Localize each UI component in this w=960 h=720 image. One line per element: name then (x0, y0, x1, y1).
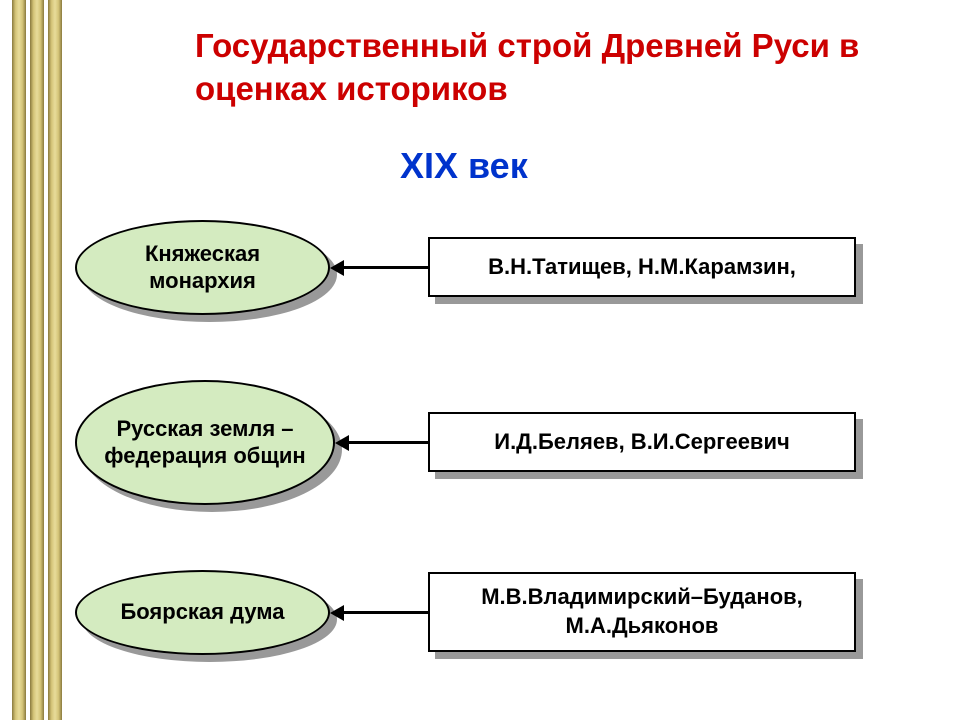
column-stripe (30, 0, 44, 720)
page-title: Государственный строй Древней Руси в оце… (195, 25, 875, 111)
arrow-line (343, 266, 428, 269)
column-stripe (48, 0, 62, 720)
arrow-line (343, 611, 428, 614)
concept-ellipse-2: Русская земля – федерация общин (75, 380, 335, 505)
historians-box-3: М.В.Владимирский–Буданов, М.А.Дьяконов (428, 572, 856, 652)
arrow-head-icon (335, 435, 349, 451)
rect-label: И.Д.Беляев, В.И.Сергеевич (494, 428, 790, 457)
ellipse-label: Боярская дума (120, 599, 284, 625)
arrow-line (348, 441, 428, 444)
historians-box-1: В.Н.Татищев, Н.М.Карамзин, (428, 237, 856, 297)
side-columns-decoration (0, 0, 70, 720)
arrow-head-icon (330, 260, 344, 276)
concept-ellipse-3: Боярская дума (75, 570, 330, 655)
ellipse-label: Княжеская монархия (95, 241, 310, 294)
ellipse-label: Русская земля – федерация общин (95, 416, 315, 469)
rect-label: М.В.Владимирский–Буданов, М.А.Дьяконов (430, 583, 854, 640)
column-stripe (12, 0, 26, 720)
historians-box-2: И.Д.Беляев, В.И.Сергеевич (428, 412, 856, 472)
arrow-head-icon (330, 605, 344, 621)
concept-ellipse-1: Княжеская монархия (75, 220, 330, 315)
page-subtitle: XIX век (400, 145, 528, 187)
rect-label: В.Н.Татищев, Н.М.Карамзин, (488, 253, 796, 282)
